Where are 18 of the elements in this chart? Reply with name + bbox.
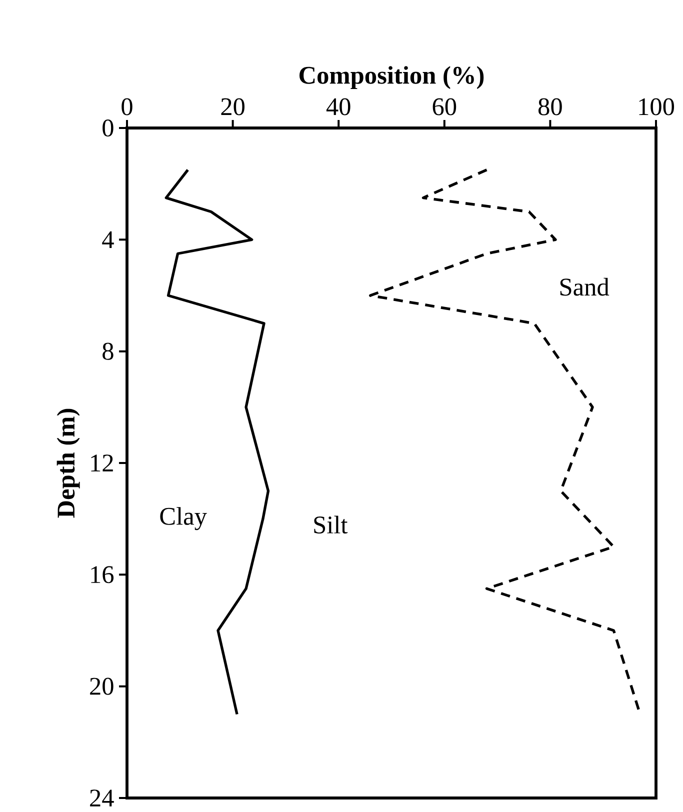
x-axis-title: Composition (%)	[299, 66, 484, 90]
annotation: Clay	[160, 507, 207, 530]
y-tick-label: 4	[102, 231, 114, 248]
y-tick-label: 24	[90, 790, 114, 806]
x-tick-label: 100	[639, 98, 674, 116]
x-tick-label: 0	[122, 98, 132, 116]
y-tick-label: 20	[90, 678, 114, 695]
x-tick-label: 60	[432, 98, 456, 116]
y-axis-title: Depth (m)	[56, 408, 80, 518]
x-tick-label: 20	[221, 98, 244, 116]
x-tick-label: 80	[538, 98, 562, 116]
y-tick-label: 0	[102, 119, 114, 137]
y-tick-label: 12	[91, 454, 113, 472]
annotation: Silt	[314, 516, 348, 534]
annotation: Sand	[560, 278, 610, 296]
x-tick-label: 40	[326, 98, 350, 116]
y-tick-label: 8	[102, 342, 114, 360]
y-tick-label: 16	[91, 566, 114, 584]
